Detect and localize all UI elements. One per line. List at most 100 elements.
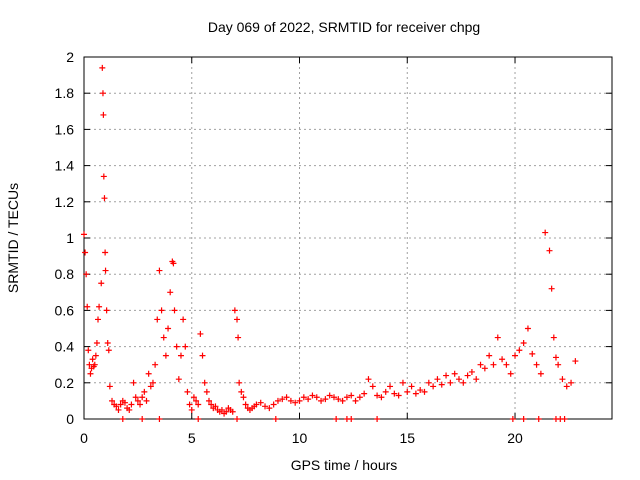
data-point [143, 397, 150, 404]
data-point [240, 394, 247, 401]
data-point [391, 390, 398, 397]
data-point [84, 303, 91, 310]
x-axis-label: GPS time / hours [291, 457, 398, 473]
data-point [128, 401, 135, 408]
data-point [117, 401, 124, 408]
data-point [87, 370, 94, 377]
data-point [167, 289, 174, 296]
y-tick-label: 1.6 [55, 121, 75, 137]
data-point [165, 325, 172, 332]
data-point [369, 383, 376, 390]
data-point [395, 392, 402, 399]
baseline-point [520, 416, 527, 422]
data-point [89, 356, 96, 363]
data-point [82, 249, 89, 256]
data-point [425, 379, 432, 386]
data-point [134, 397, 141, 404]
data-point [552, 354, 559, 361]
data-point [300, 394, 307, 401]
baseline-point [156, 416, 163, 422]
data-point [572, 358, 579, 365]
data-point [171, 307, 178, 314]
data-point [242, 401, 249, 408]
data-point [330, 394, 337, 401]
data-point [387, 383, 394, 390]
data-point [147, 383, 154, 390]
data-point [434, 376, 441, 383]
baseline-point [119, 416, 126, 422]
data-point [201, 379, 208, 386]
data-point [137, 401, 144, 408]
data-point [524, 325, 531, 332]
data-point [274, 397, 281, 404]
data-point [529, 350, 536, 357]
data-point [132, 394, 139, 401]
data-point [348, 392, 355, 399]
data-point [105, 347, 112, 354]
data-point [279, 396, 286, 403]
y-axis-label: SRMTID / TECUs [5, 183, 21, 293]
data-point [229, 408, 236, 415]
data-point [283, 394, 290, 401]
data-point [460, 379, 467, 386]
y-tick-label: 1.8 [55, 85, 75, 101]
data-point [231, 307, 238, 314]
data-point [182, 343, 189, 350]
chart-title: Day 069 of 2022, SRMTID for receiver chp… [208, 19, 480, 35]
data-point [103, 307, 110, 314]
baseline-point [535, 416, 542, 422]
data-point [218, 406, 225, 413]
y-tick-label: 2 [66, 49, 74, 65]
y-tick-label: 0 [66, 411, 74, 427]
data-point [113, 403, 120, 410]
axis-ticks: 0 5 10 15 20 0 0.2 0.4 0.6 0.8 1 1.2 1.4 1.6 1.8 2 [55, 49, 612, 446]
data-point [464, 372, 471, 379]
data-point [184, 388, 191, 395]
data-point [86, 361, 93, 368]
y-tick-label: 1 [66, 230, 74, 246]
y-tick-label: 1.2 [55, 194, 75, 210]
data-point [356, 394, 363, 401]
data-point [412, 390, 419, 397]
data-point [156, 267, 163, 274]
data-point [203, 388, 210, 395]
data-point [99, 90, 106, 97]
baseline-point [348, 416, 355, 422]
y-tick-label: 0.2 [55, 375, 75, 391]
data-point [542, 229, 549, 236]
data-point [100, 111, 107, 118]
y-tick-label: 0.8 [55, 266, 75, 282]
data-point [421, 388, 428, 395]
data-point [430, 383, 437, 390]
data-point [223, 408, 230, 415]
data-point [98, 280, 105, 287]
data-point [199, 352, 206, 359]
data-point [235, 334, 242, 341]
data-point [152, 361, 159, 368]
data-point [212, 403, 219, 410]
data-point [145, 370, 152, 377]
data-point [270, 401, 277, 408]
data-point [451, 370, 458, 377]
data-point [195, 401, 202, 408]
data-point [262, 403, 269, 410]
data-point [92, 352, 99, 359]
data-point [309, 392, 316, 399]
data-point [296, 397, 303, 404]
baseline-point [561, 416, 568, 422]
data-point [494, 334, 501, 341]
data-point [399, 379, 406, 386]
data-point [101, 195, 108, 202]
data-point [512, 352, 519, 359]
data-point [322, 396, 329, 403]
y-tick-label: 0.6 [55, 302, 75, 318]
data-point [81, 231, 87, 238]
baseline-point [333, 416, 340, 422]
data-point [177, 352, 184, 359]
data-point [365, 376, 372, 383]
data-point [158, 307, 165, 314]
data-point [193, 397, 200, 404]
data-point [106, 383, 113, 390]
data-point [313, 394, 320, 401]
